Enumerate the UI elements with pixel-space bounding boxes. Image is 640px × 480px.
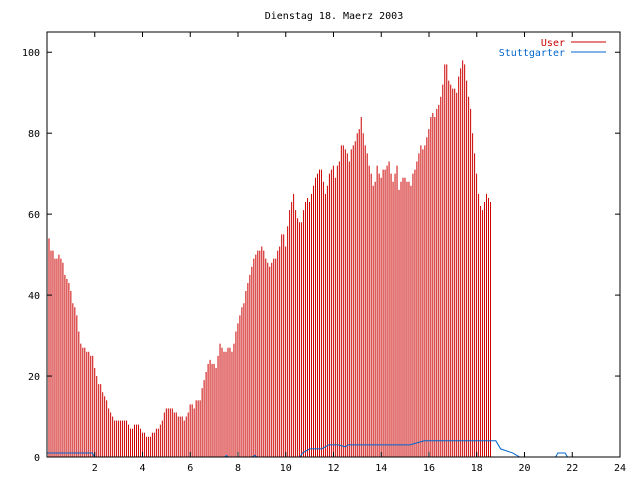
x-tick-label: 4 [139,463,145,474]
y-tick-label: 80 [28,129,40,140]
x-tick-label: 18 [471,463,483,474]
legend-label-stuttgarter: Stuttgarter [499,48,565,59]
x-tick-label: 24 [614,463,626,474]
x-tick-label: 14 [375,463,387,474]
y-tick-label: 100 [22,48,40,59]
x-tick-label: 22 [566,463,578,474]
x-tick-label: 6 [187,463,193,474]
chart-title: Dienstag 18. Maerz 2003 [265,11,403,22]
x-tick-label: 10 [280,463,292,474]
legend: User Stuttgarter [499,38,606,59]
x-tick-label: 2 [92,463,98,474]
x-tick-label: 20 [518,463,530,474]
x-tick-label: 16 [423,463,435,474]
legend-label-user: User [541,38,565,49]
y-tick-label: 20 [28,372,40,383]
x-tick-label: 12 [327,463,339,474]
y-tick-label: 60 [28,210,40,221]
user-bars [46,60,491,457]
y-tick-label: 40 [28,291,40,302]
y-tick-label: 0 [34,453,40,464]
x-tick-label: 8 [235,463,241,474]
